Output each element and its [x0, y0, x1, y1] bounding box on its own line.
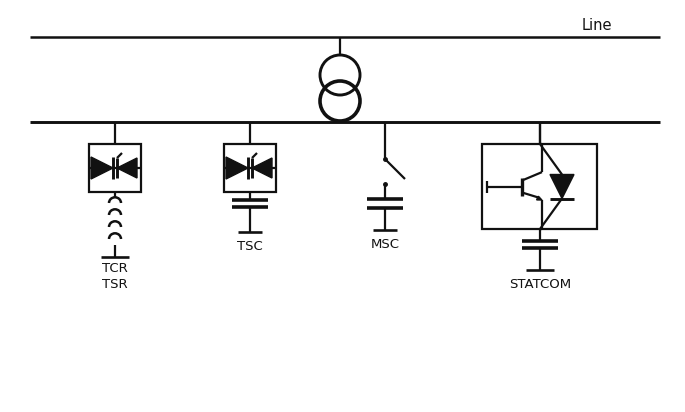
Polygon shape: [91, 157, 113, 179]
Text: MSC: MSC: [371, 238, 399, 251]
Bar: [224, 144, 276, 192]
Text: TSC: TSC: [237, 240, 263, 253]
Polygon shape: [117, 158, 137, 178]
Text: Line: Line: [582, 18, 612, 33]
Text: TCR
TSR: TCR TSR: [102, 262, 128, 291]
Text: STATCOM: STATCOM: [509, 278, 571, 291]
Polygon shape: [550, 175, 574, 199]
Polygon shape: [536, 196, 542, 200]
Polygon shape: [252, 158, 272, 178]
Bar: [482, 144, 597, 229]
Polygon shape: [226, 157, 248, 179]
Bar: [89, 144, 141, 192]
